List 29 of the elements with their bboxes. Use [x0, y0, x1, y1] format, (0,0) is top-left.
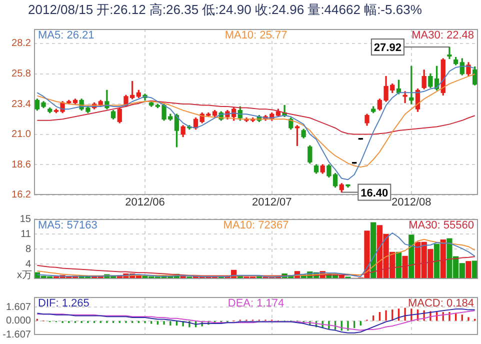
- y-tick-label: 23.4: [12, 98, 32, 110]
- y-tick-label: 15: [20, 214, 32, 225]
- text: MA10: 72367: [223, 220, 289, 232]
- series-label: DEA: 1.174: [228, 298, 284, 310]
- annotation: 27.92: [374, 42, 402, 54]
- text: MA30: 22.48: [412, 30, 474, 42]
- y-axis-title: x万: [17, 270, 32, 281]
- y-tick-label: 28.2: [12, 38, 32, 50]
- y-tick-label: 0.000: [6, 316, 32, 327]
- y-tick-label: 18.6: [12, 159, 32, 170]
- x-tick-label: 2012/08: [392, 196, 432, 208]
- y-tick-label: 1.607: [6, 302, 32, 313]
- y-tick-label: 21.0: [12, 129, 32, 140]
- chart-title: 2012/08/15 开:26.12 高:26.35 低:24.90 收:24.96 量:44662 幅:-5.63%: [27, 1, 423, 19]
- text: MA5: 26.21: [38, 30, 94, 42]
- series-label: MACD: 0.184: [408, 298, 474, 310]
- text: MA10: 25.77: [224, 30, 288, 42]
- annotation: 16.40: [360, 187, 388, 200]
- y-tick-label: 8: [25, 244, 32, 255]
- text: MA5: 57163: [38, 220, 98, 232]
- y-tick-label: 4: [25, 258, 32, 270]
- y-tick-label: 16.2: [12, 190, 32, 201]
- x-tick-label: 2012/06: [125, 196, 165, 208]
- x-tick-label: 2012/07: [252, 196, 292, 208]
- y-tick-label: 11: [20, 228, 32, 240]
- text: MA30: 55560: [408, 220, 474, 232]
- y-tick-label: 25.8: [12, 68, 32, 80]
- series-label: DIF: 1.265: [38, 298, 90, 310]
- y-tick-label: -1.607: [2, 329, 32, 340]
